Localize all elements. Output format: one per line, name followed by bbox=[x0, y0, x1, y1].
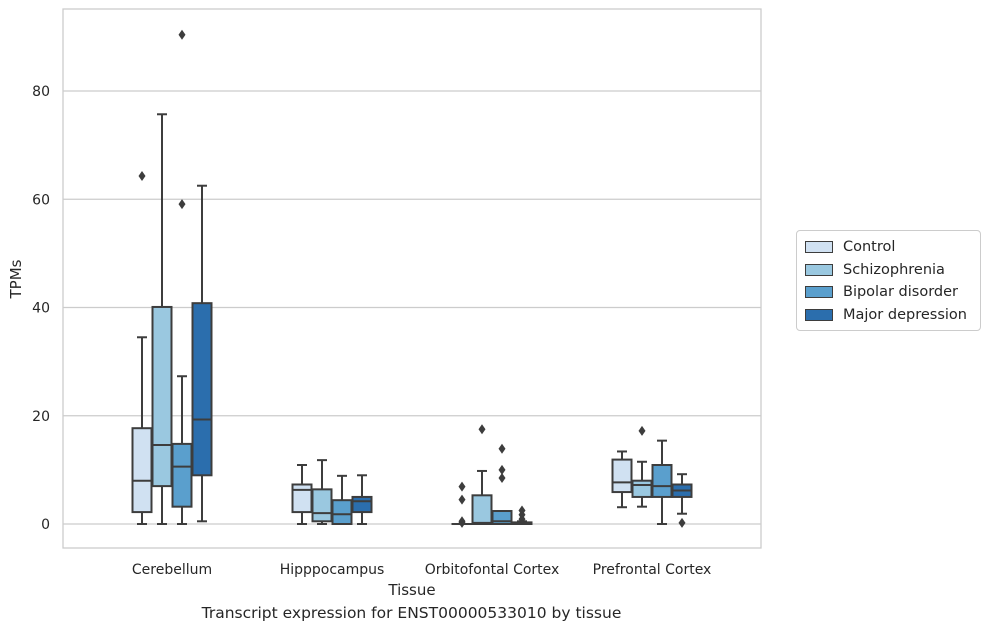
x-tick-label: Hipppocampus bbox=[280, 562, 385, 578]
outlier-point bbox=[458, 481, 466, 492]
y-tick-label: 20 bbox=[32, 409, 50, 425]
box-major-depression bbox=[351, 474, 373, 525]
outlier-point bbox=[178, 29, 186, 40]
box-control bbox=[291, 464, 313, 525]
outlier-point bbox=[678, 517, 686, 528]
box-major-depression bbox=[511, 505, 533, 525]
outlier-point bbox=[458, 516, 466, 527]
y-tick-labels: 0 20 40 60 80 bbox=[32, 84, 50, 533]
legend-label: Schizophrenia bbox=[843, 261, 945, 278]
box-iqr bbox=[471, 494, 493, 526]
box-iqr bbox=[191, 302, 213, 477]
box-iqr bbox=[131, 427, 153, 514]
box-iqr bbox=[331, 499, 353, 525]
chart-caption: Transcript expression for ENST0000053301… bbox=[201, 604, 622, 622]
y-tick-label: 80 bbox=[32, 84, 50, 100]
x-tick-labels: Cerebellum Hipppocampus Orbitofontal Corte… bbox=[132, 562, 711, 578]
y-axis-title: TPMs bbox=[7, 259, 25, 299]
legend-label: Control bbox=[843, 239, 896, 256]
outlier-point bbox=[638, 425, 646, 436]
x-tick-label: Prefrontal Cortex bbox=[593, 562, 712, 578]
box-schizophrenia bbox=[151, 113, 173, 525]
box-iqr bbox=[351, 495, 373, 514]
legend: Control Schizophrenia Bipolar disorder Majo… bbox=[796, 230, 981, 331]
box-bipolar-disorder bbox=[651, 439, 673, 525]
box-control bbox=[451, 481, 473, 528]
y-tick-label: 0 bbox=[41, 517, 50, 533]
box-iqr bbox=[151, 305, 173, 488]
boxes bbox=[131, 29, 693, 528]
box-iqr bbox=[611, 458, 633, 494]
legend-item: Major depression bbox=[797, 304, 980, 327]
box-iqr bbox=[291, 483, 313, 514]
outlier-point bbox=[458, 494, 466, 505]
outlier-point bbox=[178, 199, 186, 210]
box-control bbox=[131, 170, 153, 525]
box-iqr bbox=[171, 442, 193, 508]
legend-item: Schizophrenia bbox=[797, 259, 980, 282]
box-control bbox=[611, 450, 633, 509]
legend-swatch bbox=[805, 308, 833, 321]
box-bipolar-disorder bbox=[171, 29, 193, 525]
x-tick-label: Cerebellum bbox=[132, 562, 212, 578]
box-iqr bbox=[631, 479, 653, 498]
outlier-point bbox=[498, 443, 506, 454]
legend-swatch bbox=[805, 286, 833, 299]
x-tick-label: Orbitofontal Cortex bbox=[425, 562, 560, 578]
plot-area-frame bbox=[62, 8, 762, 549]
legend-item: Control bbox=[797, 236, 980, 259]
outlier-point bbox=[138, 170, 146, 181]
y-tick-label: 40 bbox=[32, 301, 50, 317]
legend-label: Major depression bbox=[843, 306, 967, 323]
box-iqr bbox=[651, 464, 673, 498]
outlier-point bbox=[518, 505, 526, 516]
legend-swatch bbox=[805, 263, 833, 276]
box-bipolar-disorder bbox=[491, 443, 513, 526]
box-iqr bbox=[311, 488, 333, 523]
x-axis-title: Tissue bbox=[387, 581, 435, 599]
legend-swatch bbox=[805, 241, 833, 254]
box-major-depression bbox=[191, 184, 213, 523]
box-major-depression bbox=[671, 473, 693, 528]
outlier-point bbox=[498, 464, 506, 475]
outlier-point bbox=[478, 424, 486, 435]
outlier-point bbox=[498, 472, 506, 483]
box-schizophrenia bbox=[471, 424, 493, 526]
y-tick-label: 60 bbox=[32, 192, 50, 208]
legend-item: Bipolar disorder bbox=[797, 281, 980, 304]
legend-label: Bipolar disorder bbox=[843, 284, 958, 301]
